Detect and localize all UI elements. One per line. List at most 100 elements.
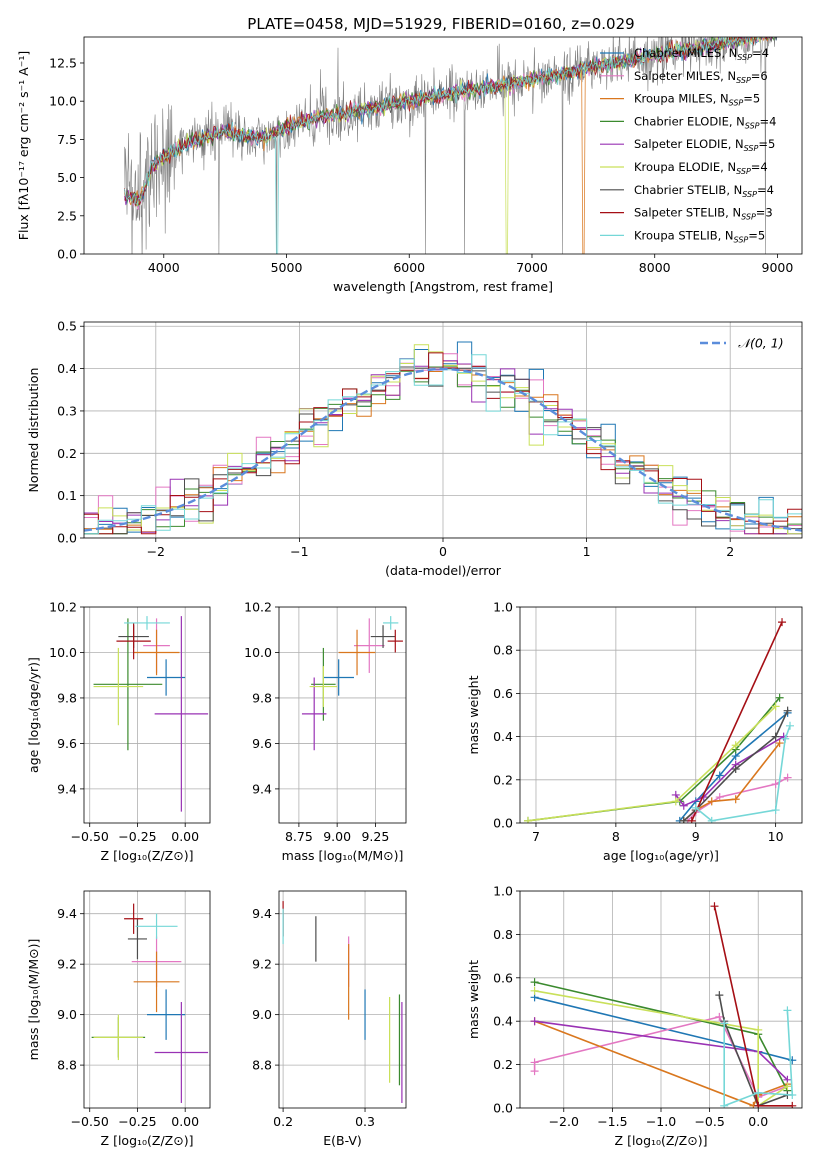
- errorbar-kroupa-miles: [338, 629, 376, 676]
- weight-marker: [523, 816, 532, 823]
- weight-marker: [679, 801, 688, 810]
- x-tick-label: 8: [612, 829, 620, 844]
- x-tick-label: 2: [726, 544, 734, 559]
- errorbar-salpeter-elodie: [154, 1002, 209, 1103]
- weight-marker: [754, 1101, 763, 1108]
- legend-label: Kroupa STELIB, N: [634, 228, 734, 242]
- weight-marker: [720, 1101, 729, 1108]
- y-tick-label: 9.6: [57, 736, 77, 751]
- weight-marker: [707, 816, 716, 823]
- y-tick-label: 9.2: [252, 957, 272, 972]
- axes-frame: [519, 890, 803, 1109]
- weight-marker: [715, 1012, 724, 1021]
- x-tick-label: 4000: [148, 260, 180, 275]
- weight-marker: [754, 1088, 763, 1097]
- x-tick-label: −2: [147, 544, 165, 559]
- plot-area: [124, 37, 778, 254]
- legend-label: Chabrier ELODIE, N: [634, 114, 745, 128]
- y-tick-label: 8.8: [252, 1058, 272, 1073]
- weight-marker: [731, 795, 740, 804]
- errorbar-kroupa-elodie: [93, 1014, 144, 1061]
- weight-series-salpeter-stelib: [687, 618, 787, 823]
- legend-subscript: SSP: [734, 235, 749, 244]
- legend-count: =4: [757, 183, 774, 197]
- weight-marker: [771, 732, 780, 741]
- errorbar-salpeter-miles: [353, 618, 385, 673]
- weight-marker: [691, 803, 700, 812]
- legend-subscript: SSP: [744, 144, 759, 153]
- weight-series-kroupa-stelib: [691, 721, 795, 823]
- axes-mass_vs_ebv: 0.2 0.3 8.8 9.0 9.2 9.4 E(B-V): [252, 890, 407, 1148]
- x-axis-label: Z [log₁₀(Z/Z⊙)]: [101, 848, 194, 863]
- legend-subscript: SSP: [742, 190, 757, 199]
- weight-marker: [530, 1067, 539, 1076]
- errorbar-chabrier-stelib: [127, 918, 147, 960]
- weight-marker: [715, 771, 724, 780]
- y-tick-label: 0.4: [493, 1014, 513, 1029]
- legend-entry-chabrier-miles: Chabrier MILES, NSSP=4: [634, 46, 769, 62]
- x-tick-label: −0.25: [118, 829, 156, 844]
- weight-marker: [783, 1082, 792, 1091]
- y-tick-label: 0.2: [57, 446, 77, 461]
- y-tick-label: 9.0: [252, 1007, 272, 1022]
- x-tick-label: 5000: [271, 260, 303, 275]
- x-tick-label: 8000: [639, 260, 671, 275]
- weight-series-kroupa-elodie: [523, 702, 780, 823]
- y-tick-label: 7.5: [57, 132, 77, 147]
- weight-marker: [530, 1058, 539, 1067]
- weight-marker: [731, 741, 740, 750]
- weight-series-kroupa-elodie: [530, 986, 792, 1108]
- weight-marker: [781, 734, 790, 743]
- axes-weight_vs_Z: −2.0 −1.5 −1.0 −0.5 0.0 0.0 0.2 0.4 0.6 0.8 1.0 Z […: [466, 884, 803, 1148]
- legend-count: =3: [756, 206, 773, 220]
- x-tick-label: 9.00: [323, 829, 351, 844]
- y-tick-label: 0.6: [493, 970, 513, 985]
- weight-marker: [731, 765, 740, 773]
- errorbar-kroupa-miles: [133, 951, 180, 1013]
- legend-subscript: SSP: [736, 167, 751, 176]
- y-tick-label: 10.2: [244, 600, 272, 615]
- legend-count: =5: [743, 92, 760, 106]
- axes-frame: [83, 36, 803, 255]
- spectrum-legend: Chabrier MILES, NSSP=4 Salpeter MILES, NS…: [600, 46, 776, 244]
- errorbar-kroupa-stelib: [135, 913, 178, 939]
- weight-marker: [720, 1019, 729, 1028]
- x-tick-label: 0: [439, 544, 447, 559]
- weight-marker: [710, 902, 719, 911]
- weight-marker: [530, 978, 539, 987]
- errorbar-salpeter-elodie: [301, 677, 327, 751]
- legend-entry-salpeter-elodie: Salpeter ELODIE, NSSP=5: [634, 137, 775, 153]
- y-tick-label: 0.8: [493, 927, 513, 942]
- legend-count: =5: [748, 228, 765, 242]
- y-tick-label: 10.0: [49, 645, 77, 660]
- x-tick-label: 0.00: [171, 829, 199, 844]
- y-tick-label: 0.2: [493, 772, 513, 787]
- y-tick-label: 0.0: [493, 1101, 513, 1116]
- y-tick-label: 0.4: [57, 361, 77, 376]
- legend-label: Kroupa ELODIE, N: [634, 160, 736, 174]
- y-tick-label: 0.0: [57, 247, 77, 262]
- axes-age_vs_mass: 8.75 9.00 9.25 9.4 9.6 9.8 10.0 10.2 mass [log₁₀…: [244, 600, 407, 863]
- y-axis-label: mass [log₁₀(M/M⊙)]: [26, 939, 41, 1061]
- legend-count: =4: [760, 114, 777, 128]
- errorbar-chabrier-miles: [147, 659, 186, 696]
- legend-entry-chabrier-elodie: Chabrier ELODIE, NSSP=4: [634, 114, 776, 130]
- weight-line: [534, 990, 788, 1108]
- errorbar-chabrier-stelib: [370, 625, 396, 648]
- y-tick-label: 9.4: [57, 781, 77, 796]
- legend-label: Salpeter ELODIE, N: [634, 137, 744, 151]
- legend-entry-salpeter-miles: Salpeter MILES, NSSP=6: [634, 69, 768, 85]
- weight-marker: [771, 806, 780, 815]
- x-tick-label: 7: [532, 829, 540, 844]
- errorbar-kroupa-stelib: [124, 616, 170, 630]
- errorbar-chabrier-miles: [323, 659, 354, 696]
- x-tick-label: −1.5: [597, 1114, 627, 1129]
- x-tick-label: −1: [290, 544, 308, 559]
- x-tick-label: −2.0: [549, 1114, 579, 1129]
- x-tick-label: 10: [768, 829, 784, 844]
- y-tick-label: 2.5: [57, 208, 77, 223]
- weight-marker: [771, 702, 780, 711]
- y-tick-label: 10.0: [244, 645, 272, 660]
- x-tick-label: −0.5: [694, 1114, 724, 1129]
